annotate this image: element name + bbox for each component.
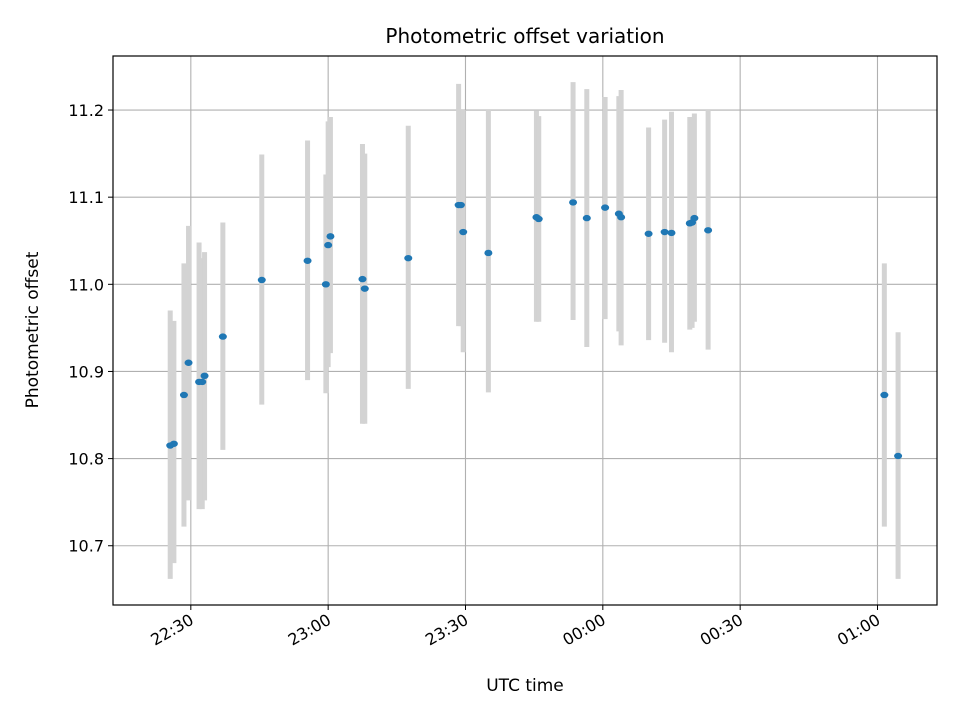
data-point bbox=[321, 281, 330, 288]
data-point bbox=[179, 391, 188, 399]
data-point bbox=[660, 228, 669, 236]
data-point bbox=[184, 359, 193, 366]
data-point bbox=[198, 378, 207, 386]
data-point bbox=[667, 229, 676, 237]
y-tick-label: 10.9 bbox=[68, 362, 104, 381]
data-point bbox=[582, 214, 591, 222]
data-point bbox=[358, 275, 367, 283]
data-point bbox=[303, 257, 312, 264]
y-axis-title: Photometric offset bbox=[23, 251, 43, 408]
data-point bbox=[324, 241, 333, 249]
data-point bbox=[459, 228, 468, 236]
data-point bbox=[456, 201, 465, 209]
data-point bbox=[484, 249, 493, 257]
y-axis: 10.7 10.8 10.9 11.0 11.1 11.2 bbox=[68, 101, 113, 556]
y-tick-label: 10.8 bbox=[68, 450, 104, 469]
y-tick-label: 11.1 bbox=[68, 188, 104, 207]
data-point bbox=[894, 452, 903, 460]
data-point bbox=[534, 215, 543, 223]
data-point bbox=[644, 230, 653, 237]
plot-frame bbox=[112, 55, 938, 606]
y-tick-label: 11.0 bbox=[68, 275, 104, 294]
data-point bbox=[617, 214, 626, 221]
y-tick-label: 10.7 bbox=[68, 537, 104, 556]
x-axis-title: UTC time bbox=[486, 676, 564, 696]
data-point bbox=[169, 440, 178, 447]
data-point bbox=[880, 391, 889, 399]
data-points bbox=[166, 199, 903, 460]
data-point bbox=[218, 333, 227, 340]
data-point bbox=[360, 285, 369, 292]
data-point bbox=[690, 214, 699, 222]
chart-title: Photometric offset variation bbox=[385, 24, 664, 48]
data-point bbox=[326, 233, 335, 240]
data-point bbox=[257, 276, 266, 284]
y-tick-label: 11.2 bbox=[68, 101, 104, 120]
data-point bbox=[704, 227, 713, 234]
data-point bbox=[404, 254, 413, 262]
data-point bbox=[601, 204, 610, 211]
data-point bbox=[200, 372, 209, 380]
data-point bbox=[569, 199, 578, 206]
